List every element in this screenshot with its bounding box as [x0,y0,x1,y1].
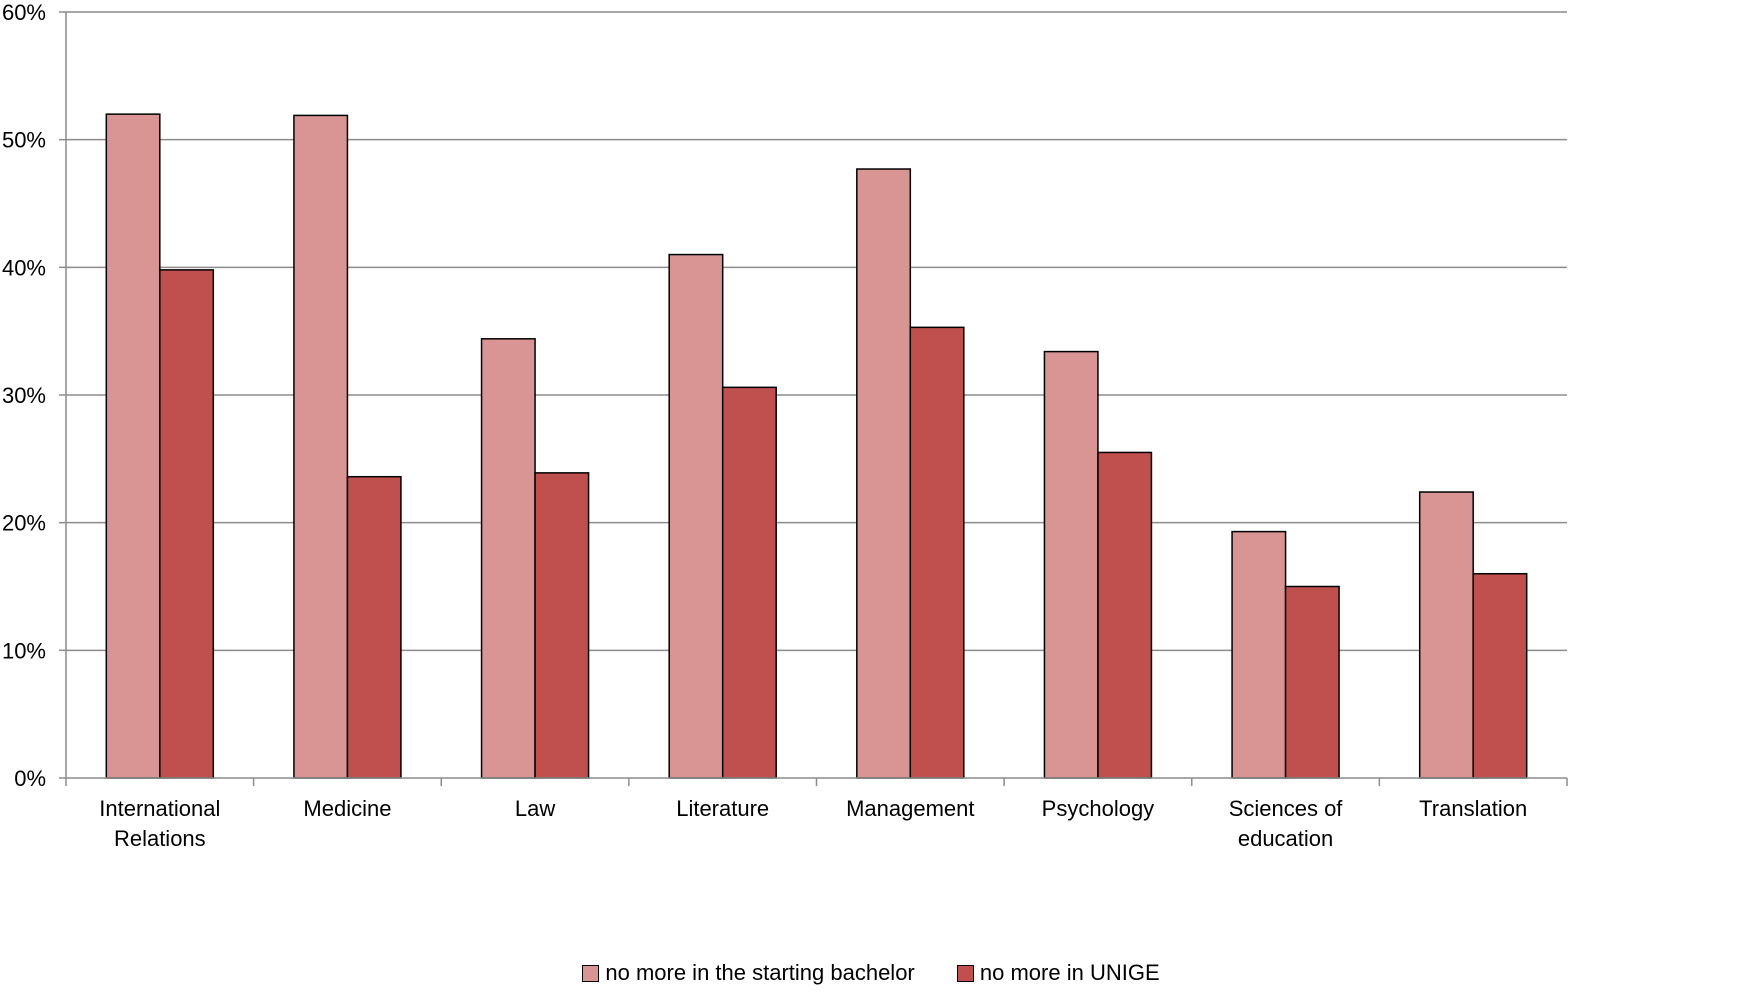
gridlines [66,11,1567,652]
bar [1043,350,1099,779]
legend: no more in the starting bachelor no more… [0,960,1742,988]
y-tick-label: 30% [2,383,46,408]
category-label: Sciences of education [1229,796,1344,851]
y-tick-label: 20% [2,511,46,536]
bar [480,338,536,779]
bar [1097,451,1153,779]
bar [1284,585,1340,779]
y-tick-label: 40% [2,255,46,280]
bar [721,386,777,779]
category-label: Psychology [1042,796,1155,821]
bar [105,113,161,779]
category-label-line: Relations [114,826,206,851]
bar [668,253,724,779]
category-label-line: Sciences of [1229,796,1344,821]
axes [59,11,1568,786]
category-label-line: Psychology [1042,796,1155,821]
legend-label-unige: no more in UNIGE [979,960,1160,985]
bar [346,475,402,779]
category-label-line: Translation [1419,796,1527,821]
bar [293,114,349,779]
legend-swatch-unige [956,964,974,982]
bar [1472,572,1528,779]
category-label-line: Medicine [303,796,391,821]
category-label-line: Literature [676,796,769,821]
category-label: Literature [676,796,769,821]
category-label-line: education [1238,826,1333,851]
y-tick-label: 60% [2,0,46,25]
legend-item-unige: no more in UNIGE [956,960,1160,986]
bar [159,269,215,779]
category-label: Management [846,796,974,821]
category-labels: International Relations Medicine Law Literat… [99,796,1527,851]
bars [105,113,1528,779]
y-tick-labels: 0% 10% 20% 30% 40% 50% 60% [2,0,46,791]
bar [1418,491,1474,779]
y-tick-label: 50% [2,128,46,153]
legend-item-starting-bachelor: no more in the starting bachelor [582,960,915,986]
category-label: Medicine [303,796,391,821]
y-tick-label: 0% [14,766,46,791]
legend-label-starting-bachelor: no more in the starting bachelor [605,960,915,985]
category-label: Law [515,796,555,821]
bar [856,168,912,779]
y-tick-label: 10% [2,638,46,663]
category-label-line: Law [515,796,555,821]
legend-swatch-starting-bachelor [582,964,600,982]
category-label: International Relations [99,796,220,851]
category-label: Translation [1419,796,1527,821]
category-label-line: Management [846,796,974,821]
bar [1231,530,1287,779]
bar [534,472,590,779]
category-label-line: International [99,796,220,821]
bar [909,326,965,779]
